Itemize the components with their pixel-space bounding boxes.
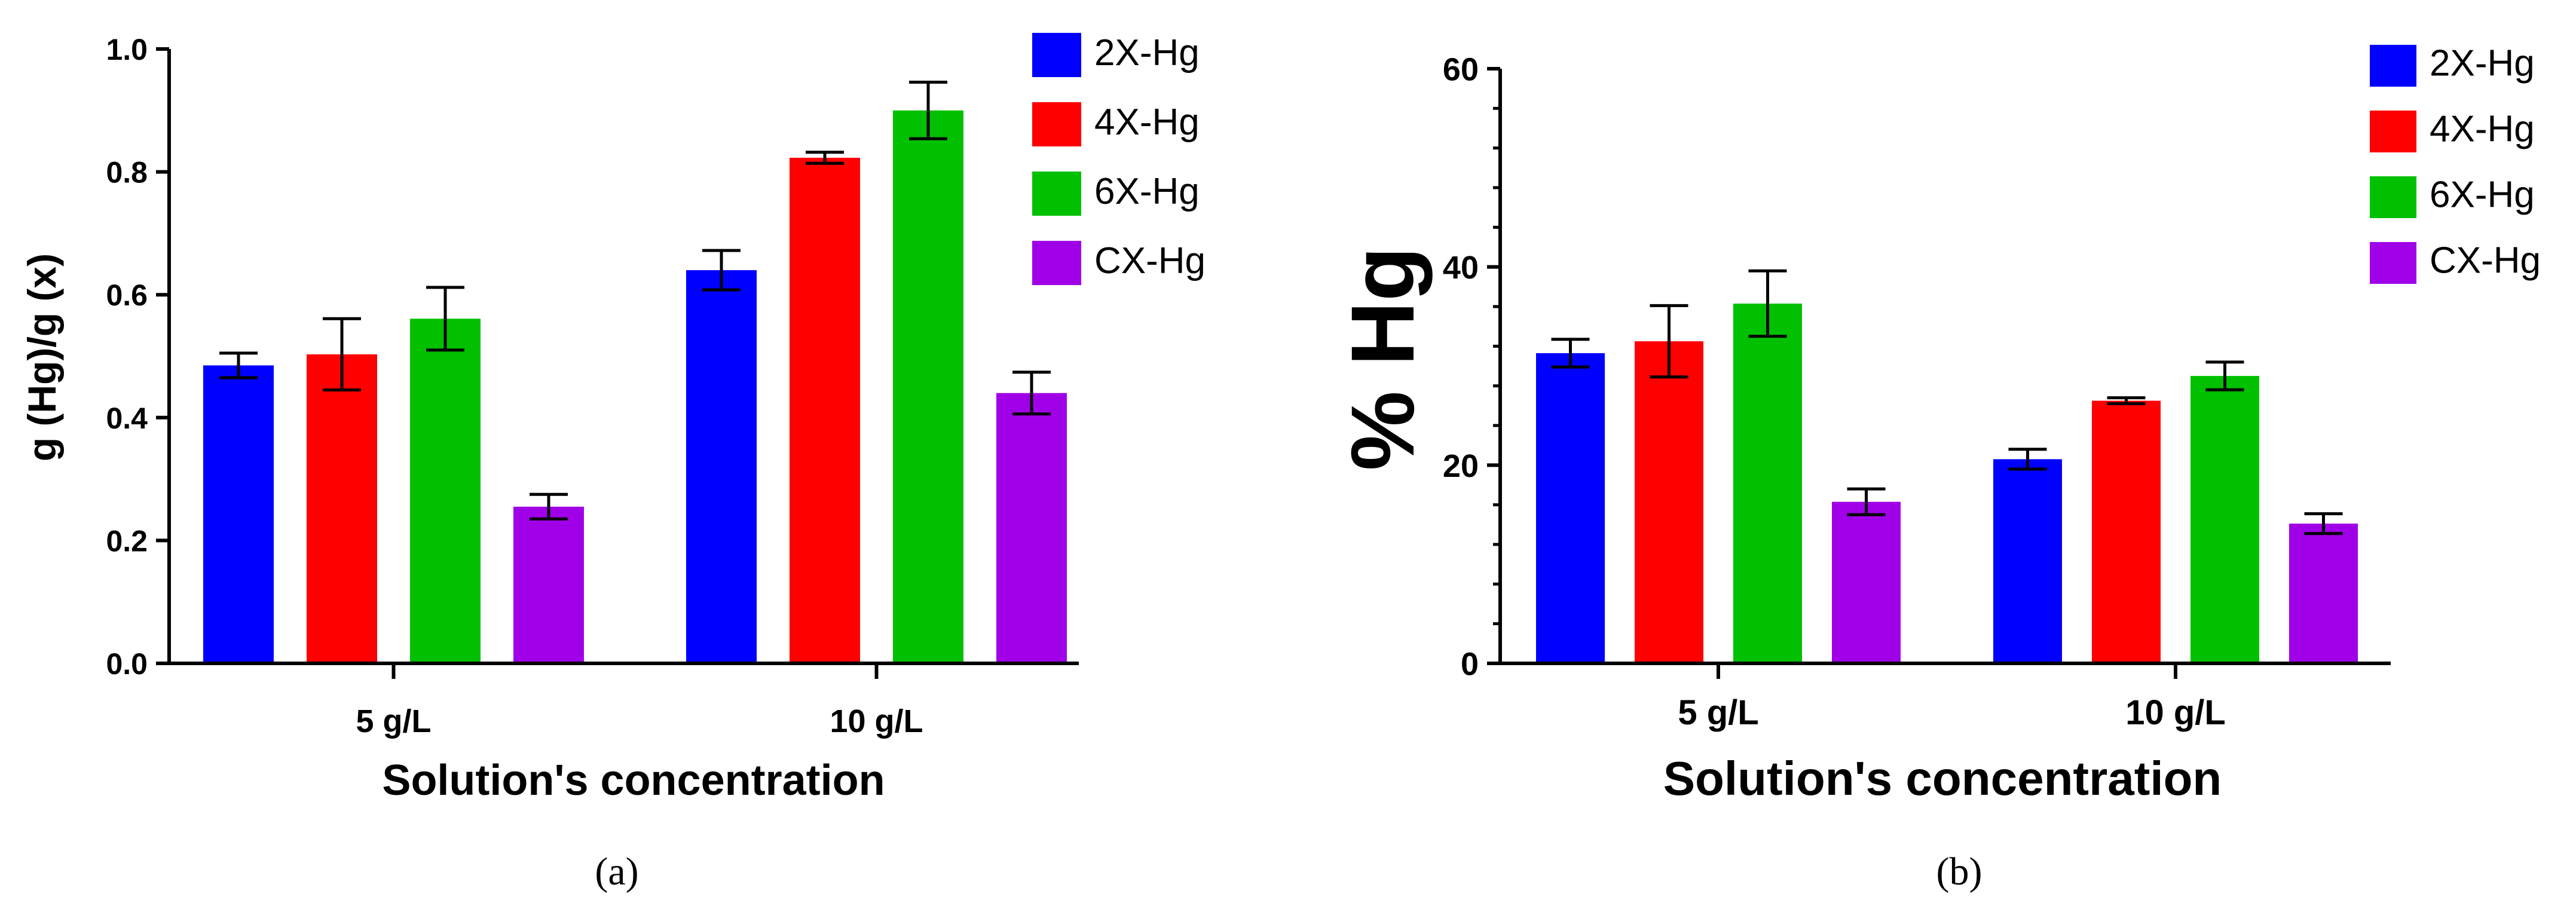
panel-b-x-tick-label-10-g-l: 10 g/L (2125, 693, 2226, 732)
panel-a-y-tick-label: 0.8 (106, 156, 148, 189)
panel-a-label: (a) (595, 850, 638, 893)
panel-b-bar-2x-hg-5-g-l (1536, 353, 1605, 663)
panel-a-bars (203, 110, 1067, 664)
panel-b-bar-cx-hg-10-g-l (2289, 524, 2358, 663)
panel-b-x-axis-title: Solution's concentration (1663, 752, 2222, 805)
panel-a-bar-6x-hg-10-g-l (893, 110, 963, 664)
panel-b-legend: 2X-Hg 4X-Hg 6X-Hg CX-Hg (2370, 42, 2541, 284)
panel-a-y-tick-label: 1.0 (106, 33, 148, 66)
panel-b-error-bar-2x-hg-10-g-l (2008, 448, 2047, 471)
panel-a-bar-cx-hg-5-g-l (513, 506, 584, 663)
panel-a-error-bar-6x-hg-10-g-l (909, 81, 947, 140)
panel-a-bar-4x-hg-5-g-l (307, 354, 377, 663)
panel-a-bar-2x-hg-5-g-l (203, 365, 274, 663)
panel-a-y-ticks: 0.0 0.2 0.4 0.6 0.8 1.0 (106, 33, 169, 681)
panel-a-legend-item-2x-hg: 2X-Hg (1032, 32, 1200, 77)
panel-b-y-tick-label: 20 (1443, 448, 1479, 484)
panel-a-error-bar-cx-hg-10-g-l (1012, 371, 1051, 416)
panel-a-x-tick-label-10-g-l: 10 g/L (830, 703, 923, 739)
panel-b-legend-label-2x-hg: 2X-Hg (2430, 42, 2535, 84)
panel-b-legend-swatch-cx-hg (2370, 242, 2416, 284)
panel-b-bars (1536, 304, 2358, 663)
panel-b-bar-6x-hg-5-g-l (1733, 304, 1802, 663)
panel-a-y-tick-label: 0.2 (106, 524, 148, 558)
panel-a-legend-item-4x-hg: 4X-Hg (1032, 102, 1200, 146)
panel-b-legend-item-4x-hg: 4X-Hg (2370, 108, 2535, 152)
panel-b-legend-label-4x-hg: 4X-Hg (2430, 108, 2535, 149)
panel-a-y-axis-title: g (Hg)/g (x) (20, 253, 64, 461)
panel-a-error-bar-6x-hg-5-g-l (426, 286, 464, 352)
panel-a-bar-cx-hg-10-g-l (996, 393, 1067, 663)
panel-a-bar-6x-hg-5-g-l (410, 319, 481, 663)
panel-a-y-tick-label: 0.6 (106, 278, 148, 312)
panel-b-bar-6x-hg-10-g-l (2190, 376, 2259, 663)
panel-a-error-bar-2x-hg-10-g-l (702, 249, 741, 292)
panel-b-y-tick-label: 0 (1461, 646, 1479, 682)
panel-a-error-bar-2x-hg-5-g-l (219, 351, 258, 379)
panel-a-error-bar-4x-hg-10-g-l (806, 151, 844, 165)
panel-b-legend-swatch-4x-hg (2370, 111, 2416, 152)
panel-a-error-bar-4x-hg-5-g-l (323, 317, 361, 392)
panel-a-x-tick-label-5-g-l: 5 g/L (356, 703, 431, 739)
panel-a-chart: 0.0 0.2 0.4 0.6 0.8 1.0 5 g/L 10 g/L g (Hg)/g … (20, 32, 1206, 893)
panel-b-y-ticks: 0 20 40 60 (1443, 51, 1500, 682)
panel-b-legend-label-6x-hg: 6X-Hg (2430, 174, 2535, 215)
panel-b-error-bar-4x-hg-5-g-l (1650, 304, 1688, 379)
panel-a-error-bar-cx-hg-5-g-l (530, 492, 568, 521)
panel-b-legend-label-cx-hg: CX-Hg (2430, 240, 2541, 281)
panel-a-bar-4x-hg-10-g-l (790, 157, 860, 663)
panel-b-error-bar-cx-hg-10-g-l (2304, 512, 2343, 535)
panel-b-error-bar-6x-hg-5-g-l (1748, 269, 1787, 338)
panel-b-bar-cx-hg-5-g-l (1832, 501, 1901, 663)
panel-b-error-bar-cx-hg-5-g-l (1847, 487, 1886, 516)
panel-b-x-ticks: 5 g/L 10 g/L (1678, 663, 2226, 732)
panel-a-legend-label-6x-hg: 6X-Hg (1094, 171, 1200, 212)
panel-a-legend-swatch-2x-hg (1032, 33, 1081, 77)
panel-a-x-axis-title: Solution's concentration (382, 757, 885, 804)
panel-b-error-bar-2x-hg-5-g-l (1551, 338, 1590, 369)
panel-a-y-tick-label: 0.4 (106, 402, 148, 435)
panel-b-bar-2x-hg-10-g-l (1993, 459, 2062, 663)
panel-b-error-bar-4x-hg-10-g-l (2107, 396, 2146, 406)
panel-b-y-tick-label: 60 (1443, 51, 1479, 87)
panel-b-error-bars (1551, 269, 2343, 535)
panel-b-label: (b) (1936, 850, 1983, 893)
panel-a-legend-label-4x-hg: 4X-Hg (1094, 102, 1200, 143)
panel-a-legend: 2X-Hg 4X-Hg 6X-Hg CX-Hg (1032, 32, 1206, 285)
panel-b-legend-item-2x-hg: 2X-Hg (2370, 42, 2535, 87)
panel-b-chart: 0 20 40 60 5 g/L 10 g/L % Hg Solution's conc… (1332, 42, 2541, 893)
panel-a-legend-swatch-4x-hg (1032, 102, 1081, 146)
panel-a-y-tick-label: 0.0 (106, 647, 148, 681)
panel-a-legend-swatch-6x-hg (1032, 172, 1081, 216)
panel-b-legend-item-6x-hg: 6X-Hg (2370, 174, 2535, 218)
panel-b-bar-4x-hg-5-g-l (1635, 341, 1703, 663)
panel-b-y-tick-label: 40 (1443, 250, 1479, 286)
panel-a-bar-2x-hg-10-g-l (686, 270, 757, 664)
panel-b-legend-swatch-6x-hg (2370, 176, 2416, 218)
panel-a-x-ticks: 5 g/L 10 g/L (356, 663, 923, 739)
panel-b-x-tick-label-5-g-l: 5 g/L (1678, 693, 1758, 732)
panel-b-bar-4x-hg-10-g-l (2092, 400, 2161, 663)
panel-a-legend-label-cx-hg: CX-Hg (1094, 240, 1206, 281)
panel-b-legend-item-cx-hg: CX-Hg (2370, 240, 2541, 284)
panel-a-legend-item-6x-hg: 6X-Hg (1032, 171, 1200, 216)
panel-b-error-bar-6x-hg-10-g-l (2205, 360, 2244, 391)
panel-b-legend-swatch-2x-hg (2370, 45, 2416, 87)
panel-b-y-axis-title: % Hg (1332, 247, 1433, 471)
panel-a-legend-item-cx-hg: CX-Hg (1032, 240, 1206, 285)
panel-a-error-bars (219, 81, 1051, 521)
panel-a-legend-swatch-cx-hg (1032, 241, 1081, 285)
panel-a-legend-label-2x-hg: 2X-Hg (1094, 32, 1200, 74)
